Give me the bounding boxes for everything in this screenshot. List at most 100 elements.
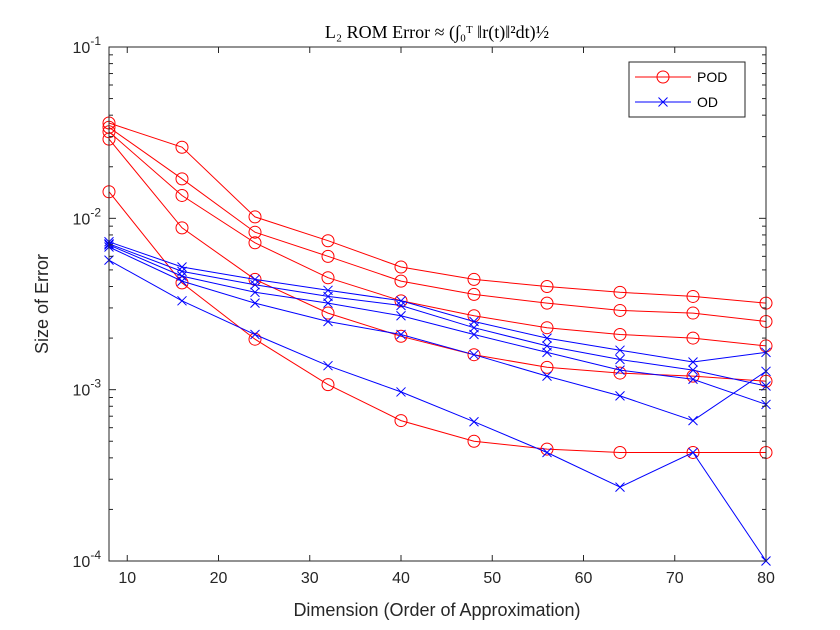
data-point-x (615, 482, 625, 492)
data-point-circle (467, 287, 481, 301)
legend-item-pod: POD (635, 69, 727, 85)
data-point-circle (394, 260, 408, 274)
series-line (108, 246, 767, 422)
data-point-x (250, 329, 260, 340)
data-point-x (615, 365, 625, 375)
data-point-x (469, 349, 479, 360)
data-point-circle (321, 378, 335, 392)
data-point-circle (540, 360, 554, 374)
data-point-x (250, 298, 260, 308)
data-point-circle (540, 280, 554, 294)
series-line (108, 131, 767, 347)
data-point-circle (321, 306, 335, 320)
x-tick-label: 10 (118, 570, 136, 587)
legend-label: POD (697, 69, 727, 85)
data-point-circle (686, 289, 700, 303)
data-point-x (396, 300, 406, 311)
data-point-circle (540, 296, 554, 310)
data-point-x (615, 391, 625, 401)
data-point-x (323, 360, 333, 371)
data-point-x (250, 279, 260, 290)
series-line (108, 122, 767, 304)
data-point-circle (394, 414, 408, 428)
data-point-circle (613, 366, 627, 380)
data-point-x (688, 374, 698, 385)
data-point-x (469, 416, 479, 427)
data-point-circle (321, 249, 335, 263)
data-point-circle (248, 225, 262, 239)
data-point-x (688, 357, 698, 367)
data-point-circle (613, 303, 627, 317)
x-tick-label: 80 (757, 570, 775, 587)
data-point-circle (613, 445, 627, 459)
data-point-x (615, 345, 625, 356)
data-point-x (688, 447, 698, 458)
x-tick-label: 70 (666, 570, 684, 587)
x-axis-label: Dimension (Order of Approximation) (293, 600, 580, 620)
data-point-circle (686, 306, 700, 320)
y-tick-label: 10-2 (73, 205, 102, 228)
y-tick-label: 10-1 (73, 34, 102, 57)
data-point-circle (394, 274, 408, 288)
data-point-circle (248, 332, 262, 346)
data-point-circle (467, 348, 481, 362)
series-line (108, 126, 767, 322)
series-line (108, 241, 767, 363)
y-axis-label: Size of Error (32, 254, 52, 354)
data-point-x (396, 329, 406, 340)
y-tick-label: 10-4 (73, 548, 102, 571)
series-line (108, 191, 766, 453)
legend: POD OD (628, 61, 746, 118)
data-point-x (177, 295, 187, 306)
y-tick-label: 10-3 (73, 377, 102, 400)
data-point-x (323, 298, 333, 308)
series-layer (102, 116, 773, 566)
series-od-4 (104, 242, 771, 426)
data-point-x (250, 287, 260, 298)
axes-layer: 10 20 30 40 50 60 70 80 10-4 10-3 10-2 10-1 (73, 34, 775, 587)
data-point-circle (248, 236, 262, 250)
data-point-x (542, 447, 552, 458)
chart-title: L₂ ROM Error ≈ (∫₀ᵀ ‖r(t)‖²dt)½ (325, 22, 549, 43)
x-tick-label: 60 (575, 570, 593, 587)
data-point-x (542, 333, 552, 343)
data-point-x (396, 387, 406, 397)
series-od-3 (104, 240, 771, 410)
data-point-x (469, 329, 479, 340)
data-point-x (177, 276, 187, 286)
data-point-circle (394, 294, 408, 308)
data-point-circle (248, 210, 262, 224)
data-point-x (250, 274, 260, 285)
legend-label: OD (697, 94, 718, 110)
data-point-x (396, 295, 406, 306)
data-point-circle (175, 172, 189, 186)
data-point-circle (467, 272, 481, 286)
data-point-x (542, 371, 552, 381)
series-line (108, 259, 767, 562)
plot-area (109, 47, 766, 561)
data-point-circle (686, 445, 700, 459)
axes-box (108, 46, 767, 562)
data-point-x (323, 316, 333, 327)
data-point-circle (686, 331, 700, 345)
series-od-5 (104, 255, 771, 566)
x-tick-label: 30 (301, 570, 319, 587)
data-point-x (177, 271, 187, 281)
data-point-circle (540, 321, 554, 335)
series-line (108, 243, 767, 387)
x-tick-label: 50 (483, 570, 501, 587)
data-point-circle (321, 271, 335, 285)
data-point-x (396, 310, 406, 321)
x-tick-label: 40 (392, 570, 410, 587)
data-point-circle (540, 442, 554, 456)
legend-box (628, 61, 746, 118)
data-point-x (688, 415, 698, 426)
legend-item-od: OD (635, 94, 718, 110)
data-point-circle (175, 188, 189, 202)
data-point-x (469, 322, 479, 333)
data-point-x (542, 347, 552, 358)
data-point-circle (613, 285, 627, 299)
data-point-circle (613, 327, 627, 341)
data-point-circle (175, 221, 189, 235)
